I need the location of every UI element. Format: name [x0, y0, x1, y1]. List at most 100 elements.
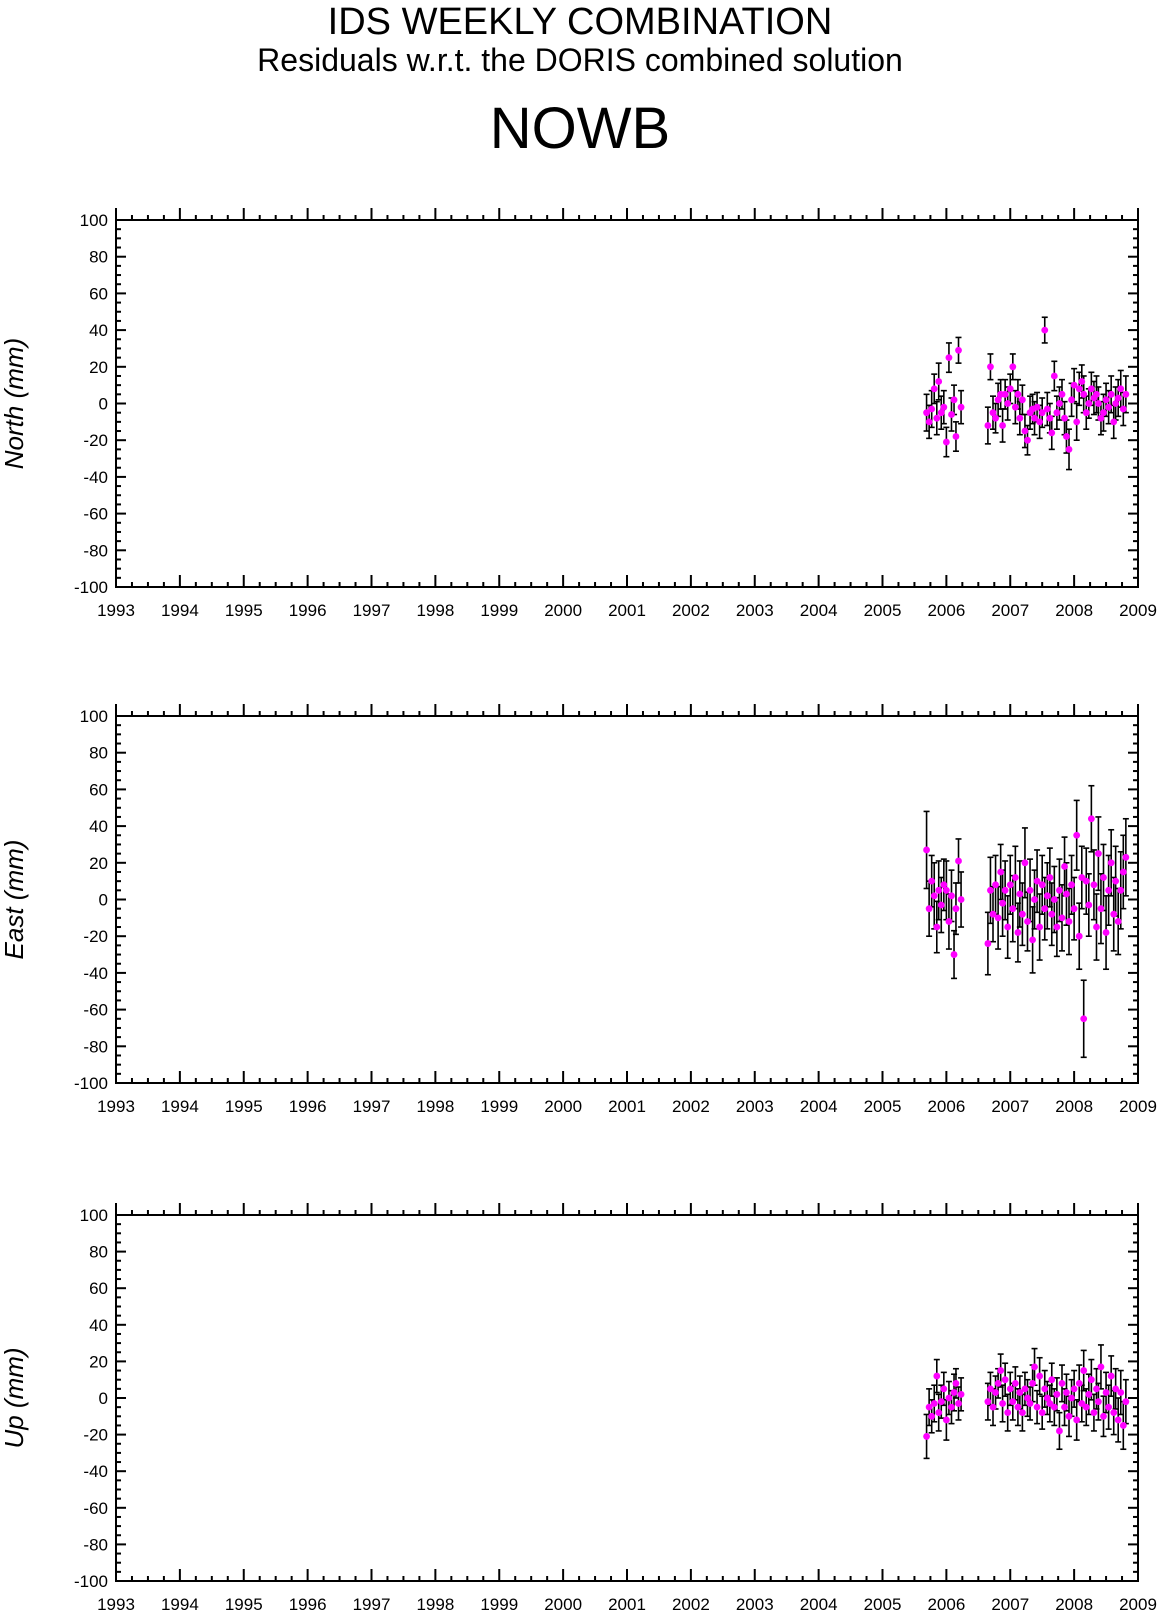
up-data-point [992, 1389, 999, 1396]
east-xtick-label: 1993 [97, 1097, 135, 1116]
up-data-point [1080, 1367, 1088, 1374]
north-data-point [1107, 390, 1115, 398]
up-xtick-label: 1999 [480, 1595, 518, 1614]
up-data-point [1006, 1385, 1014, 1393]
east-xtick-label: 2002 [672, 1097, 710, 1116]
up-xtick-label: 2001 [608, 1595, 646, 1614]
up-data-point [1105, 1403, 1113, 1411]
north-data-point [1024, 436, 1031, 444]
north-ytick-label: 20 [89, 358, 108, 377]
up-data-point [1021, 1385, 1029, 1393]
north-xtick-label: 1994 [161, 601, 199, 620]
east-data-point [1053, 923, 1061, 931]
up-data-point [1122, 1398, 1130, 1406]
up-data-point [984, 1398, 992, 1406]
north-xtick-label: 2006 [927, 601, 965, 620]
east-ytick-label: 40 [89, 817, 108, 836]
up-data-point [1117, 1389, 1125, 1396]
up-xtick-label: 1996 [289, 1595, 327, 1614]
north-data-point [1087, 385, 1095, 393]
north-data-point [1080, 390, 1088, 398]
up-ytick-label: 100 [80, 1206, 108, 1225]
east-ytick-label: 100 [80, 707, 108, 726]
up-xtick-label: 1997 [353, 1595, 391, 1614]
north-xtick-label: 1993 [97, 601, 135, 620]
north-data-point [942, 438, 950, 446]
east-data-point [1048, 910, 1056, 918]
up-data-point [1102, 1389, 1110, 1396]
east-ytick-label: 20 [89, 854, 108, 873]
up-xtick-label: 2009 [1119, 1595, 1157, 1614]
north-data-point [1065, 445, 1073, 453]
north-data-point [992, 414, 999, 422]
east-data-point [1093, 923, 1100, 931]
north-ytick-label: 0 [99, 395, 108, 414]
up-ytick-label: 40 [89, 1316, 108, 1335]
east-data-point [923, 846, 930, 854]
up-xtick-label: 1993 [97, 1595, 135, 1614]
up-data-point [1070, 1385, 1078, 1393]
east-ytick-label: -20 [83, 927, 108, 946]
north-xtick-label: 2009 [1119, 601, 1157, 620]
north-xtick-label: 2001 [608, 601, 646, 620]
east-xtick-label: 2009 [1119, 1097, 1157, 1116]
north-data-point [984, 422, 992, 429]
up-data-point [923, 1433, 930, 1440]
north-data-point [1093, 390, 1100, 398]
east-data-point [1087, 815, 1095, 823]
up-data-point [1043, 1394, 1051, 1402]
up-xtick-label: 1995 [225, 1595, 263, 1614]
east-data-point [1102, 929, 1110, 936]
north-xtick-label: 1998 [416, 601, 454, 620]
up-data-point [999, 1400, 1006, 1407]
north-xtick-label: 1999 [480, 601, 518, 620]
east-data-point [935, 886, 943, 894]
east-data-point [997, 868, 1005, 876]
up-xtick-label: 2006 [927, 1595, 965, 1614]
up-data-point [948, 1403, 955, 1411]
up-data-point [1107, 1372, 1115, 1380]
up-data-point [1061, 1403, 1068, 1411]
up-data-point [997, 1367, 1005, 1374]
north-ytick-label: -60 [83, 505, 108, 524]
east-data-point [994, 914, 1002, 922]
north-data-point [1006, 385, 1014, 393]
up-data-point [1100, 1412, 1107, 1420]
up-data-point [994, 1379, 1002, 1387]
north-data-point [1061, 414, 1068, 422]
east-data-point [1063, 890, 1070, 898]
east-xtick-label: 2008 [1055, 1097, 1093, 1116]
up-data-point [933, 1372, 941, 1380]
north-data-point [1112, 400, 1120, 407]
north-data-point [1046, 414, 1054, 422]
east-xtick-label: 2007 [991, 1097, 1029, 1116]
north-data-point [1114, 394, 1122, 402]
up-data-point [930, 1400, 938, 1407]
east-data-point [925, 905, 933, 913]
east-ytick-label: -100 [74, 1074, 108, 1093]
up-ytick-label: -20 [83, 1426, 108, 1445]
up-data-point [1036, 1372, 1044, 1380]
north-ytick-label: 60 [89, 284, 108, 303]
north-data-point [957, 403, 965, 411]
east-xtick-label: 1999 [480, 1097, 518, 1116]
north-xtick-label: 2003 [736, 601, 774, 620]
up-ytick-label: -40 [83, 1462, 108, 1481]
east-data-point [1085, 901, 1093, 909]
up-data-point [1075, 1379, 1083, 1387]
east-data-point [1050, 896, 1058, 903]
north-data-point [1056, 400, 1063, 407]
up-data-point [1041, 1385, 1049, 1393]
up-data-point [1112, 1385, 1120, 1393]
north-data-point [1117, 385, 1125, 393]
east-data-point [1110, 910, 1118, 918]
east-xtick-label: 2006 [927, 1097, 965, 1116]
north-ytick-label: -80 [83, 541, 108, 560]
north-data-point [1053, 409, 1061, 417]
east-data-point [1014, 929, 1022, 936]
north-data-point [1063, 433, 1070, 440]
up-data-point [1114, 1416, 1122, 1424]
up-ytick-label: 80 [89, 1243, 108, 1262]
east-ytick-label: -80 [83, 1037, 108, 1056]
up-data-point [1004, 1409, 1012, 1417]
